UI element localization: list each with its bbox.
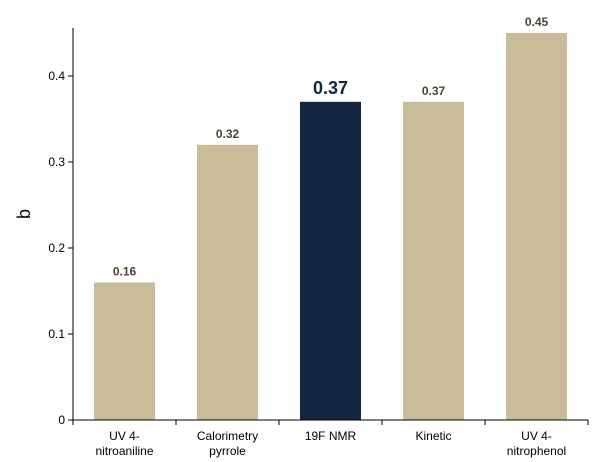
bar-4 [506,33,567,420]
bar-1 [197,144,258,421]
bar-0 [94,282,155,420]
y-tick-label-2: 0.2 [48,241,65,255]
y-tick-label-4: 0.4 [48,69,65,83]
x-tick-label-0: UV 4-nitroaniline [95,429,153,458]
x-tick-labels-group: UV 4-nitroaniline Calorimetry pyrrole 19F N… [95,429,566,458]
bar-2 [300,101,361,421]
data-labels-group: 0.16 0.32 0.37 0.37 0.45 [113,15,549,278]
x-tick-label-1: Calorimetry pyrrole [197,429,258,458]
data-label-1: 0.32 [216,127,240,141]
bar-3 [403,101,464,421]
y-tick-label-0: 0 [58,413,65,427]
y-tick-label-3: 0.3 [48,155,65,169]
axes-group [72,28,589,425]
y-ticks-group: 0 0.1 0.2 0.3 0.4 [48,69,73,427]
data-label-0: 0.16 [113,264,137,278]
x-tick-label-3: Kinetic [415,429,451,443]
data-label-2: 0.37 [313,78,348,98]
data-label-4: 0.45 [525,15,549,29]
x-tick-label-2: 19F NMR [305,429,357,443]
bars-group [94,33,567,421]
y-tick-label-1: 0.1 [48,327,65,341]
y-axis-label: b [14,209,34,219]
data-label-3: 0.37 [422,84,446,98]
x-tick-label-4: UV 4-nitrophenol [507,429,566,458]
